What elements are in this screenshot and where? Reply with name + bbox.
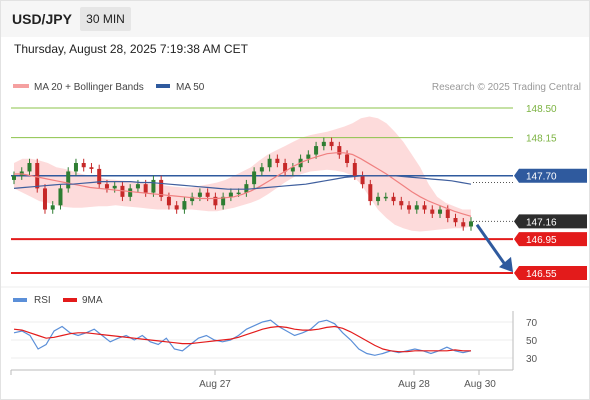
rsi-tick-label: 70 — [526, 318, 538, 329]
candle-body — [42, 188, 47, 210]
level-label-box — [514, 232, 587, 247]
ma20-legend-swatch — [13, 84, 29, 88]
ma50-legend-swatch — [156, 84, 170, 88]
candle-body — [143, 184, 148, 193]
candle-body — [213, 196, 218, 206]
ma9-legend-label: 9MA — [82, 295, 103, 306]
rsi-legend-label: RSI — [34, 295, 51, 306]
ma20-line — [14, 152, 472, 217]
candle-body — [166, 196, 171, 206]
candle-body — [73, 163, 78, 172]
level-label-148-15: 148.15 — [526, 134, 557, 145]
level-label-146-95: 146.95 — [526, 235, 557, 246]
candle-body — [321, 141, 326, 147]
candle-body — [197, 192, 202, 197]
candle-body — [12, 175, 16, 180]
candle-body — [35, 163, 40, 189]
candle-body — [182, 201, 187, 210]
candle-body — [97, 168, 102, 185]
candle-body — [244, 184, 249, 193]
main-plot — [11, 107, 513, 274]
candle-body — [27, 163, 32, 172]
candle-body — [352, 163, 357, 176]
candle-body — [383, 196, 388, 199]
copyright-text: Research © 2025 Trading Central — [432, 82, 581, 93]
candle-body — [376, 196, 381, 202]
symbol-title: USD/JPY — [12, 11, 72, 27]
rsi-tick-label: 50 — [526, 336, 538, 347]
candle-body — [275, 158, 280, 163]
candle-body — [399, 201, 404, 206]
forecast-arrow-head — [499, 256, 513, 273]
candle-body — [290, 167, 295, 172]
candle-body — [66, 171, 71, 189]
candle-body — [422, 205, 427, 210]
candle-body — [228, 192, 233, 197]
level-label-box — [514, 168, 587, 183]
level-label-147-16: 147.16 — [526, 217, 557, 228]
candle-body — [337, 146, 342, 155]
candle-body — [368, 184, 373, 202]
candle-body — [112, 185, 117, 189]
forecast-arrow-shaft — [475, 223, 507, 266]
candle-body — [314, 146, 319, 155]
x-tick-label-aug30: Aug 30 — [464, 379, 496, 390]
candle-body — [306, 154, 311, 159]
candle-body — [174, 205, 179, 210]
level-label-147-70: 147.70 — [526, 172, 557, 183]
level-label-box — [514, 266, 587, 280]
candle-body — [345, 154, 350, 163]
candle-body — [430, 209, 435, 214]
candle-body — [469, 221, 473, 227]
candle-body — [414, 205, 419, 210]
ma50-legend-label: MA 50 — [176, 82, 205, 93]
candle-body — [81, 163, 86, 168]
level-labels: 148.50 148.15 147.70 147.16 146.95 146.55 — [514, 104, 587, 280]
rsi-legend-swatch — [13, 298, 27, 302]
bollinger-band — [14, 116, 471, 232]
rsi-tick-label: 30 — [526, 354, 538, 365]
level-label-148-50: 148.50 — [526, 104, 557, 115]
candle-body — [128, 188, 133, 197]
candle-body — [453, 218, 458, 223]
candle-body — [236, 192, 241, 195]
candle-body — [267, 158, 272, 168]
x-tick-label-aug27: Aug 27 — [199, 379, 231, 390]
header-bar: USD/JPY 30 MIN — [1, 1, 589, 37]
x-tick-label-aug28: Aug 28 — [398, 379, 430, 390]
candle-body — [252, 171, 257, 185]
candle-body — [151, 179, 156, 193]
candle-body — [445, 209, 450, 218]
candle-body — [407, 205, 412, 210]
candle-body — [50, 205, 55, 210]
candle-body — [329, 141, 334, 147]
candle-body — [438, 209, 443, 214]
timestamp: Thursday, August 28, 2025 7:19:38 AM CET — [14, 42, 248, 56]
candle-body — [89, 167, 94, 169]
candle-body — [391, 196, 396, 202]
candle-body — [360, 175, 365, 185]
rsi-line — [13, 319, 472, 356]
candle-body — [461, 222, 466, 227]
ma9-legend-swatch — [63, 298, 77, 302]
candle-body — [205, 192, 210, 197]
candle-body — [159, 179, 164, 197]
candle-body — [104, 184, 109, 189]
ma20-legend-label: MA 20 + Bollinger Bands — [34, 82, 144, 93]
timeframe-button[interactable]: 30 MIN — [80, 7, 131, 31]
ma50-line — [13, 175, 472, 190]
candle-body — [221, 196, 226, 206]
rsi-plot: 70 50 30 — [11, 318, 538, 365]
level-label-box — [514, 214, 587, 229]
level-label-146-55: 146.55 — [526, 269, 557, 280]
rsi-9ma-line — [13, 325, 471, 353]
candle-body — [58, 188, 63, 206]
candle-body — [259, 167, 264, 172]
candle-body — [190, 196, 195, 202]
candle-body — [283, 163, 288, 172]
candle-body — [135, 184, 140, 189]
